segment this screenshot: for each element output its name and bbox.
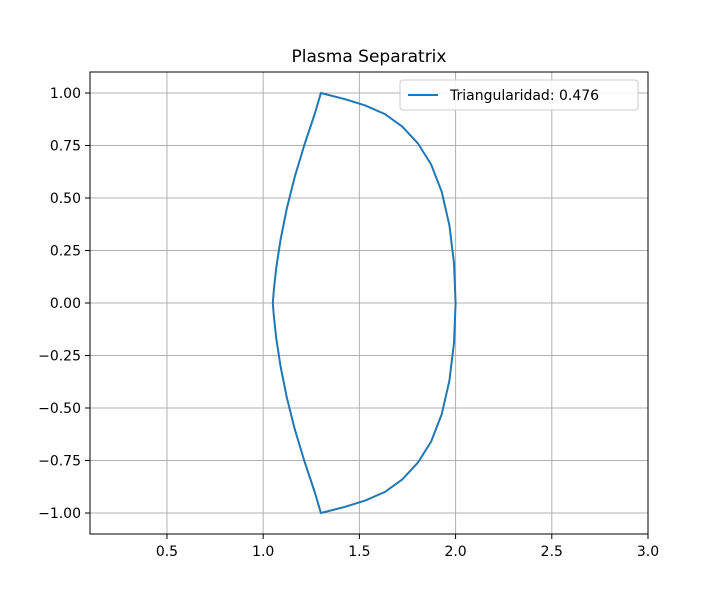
x-tick-label: 2.0 bbox=[444, 544, 466, 560]
x-tick-label: 3.0 bbox=[637, 544, 659, 560]
y-tick-label: 0.00 bbox=[50, 296, 81, 312]
legend-box bbox=[399, 79, 639, 111]
y-tick-label: 1.00 bbox=[50, 86, 81, 102]
legend-label: Triangularidad: 0.476 bbox=[449, 88, 599, 104]
legend: Triangularidad: 0.476 bbox=[399, 79, 639, 111]
y-tick-label: 0.50 bbox=[50, 191, 81, 207]
series-layer bbox=[271, 92, 457, 514]
x-tick-label: 1.5 bbox=[348, 544, 370, 560]
chart-title: Plasma Separatrix bbox=[292, 47, 447, 67]
axis-ticks: 0.5 1.0 1.5 2.0 2.5 3.0 1.00 0.75 0.50 0.25 0.00 −0… bbox=[38, 86, 659, 560]
grid bbox=[90, 72, 649, 534]
separatrix-line bbox=[271, 92, 457, 514]
x-tick-label: 1.0 bbox=[252, 544, 274, 560]
y-tick-label: 0.25 bbox=[50, 244, 81, 260]
y-tick-label: −0.25 bbox=[38, 349, 81, 365]
y-tick-label: −0.50 bbox=[38, 401, 81, 417]
y-tick-label: 0.75 bbox=[50, 139, 81, 155]
y-tick-label: −0.75 bbox=[38, 454, 81, 470]
y-tick-label: −1.00 bbox=[38, 506, 81, 522]
x-tick-label: 2.5 bbox=[541, 544, 563, 560]
x-tick-label: 0.5 bbox=[156, 544, 178, 560]
